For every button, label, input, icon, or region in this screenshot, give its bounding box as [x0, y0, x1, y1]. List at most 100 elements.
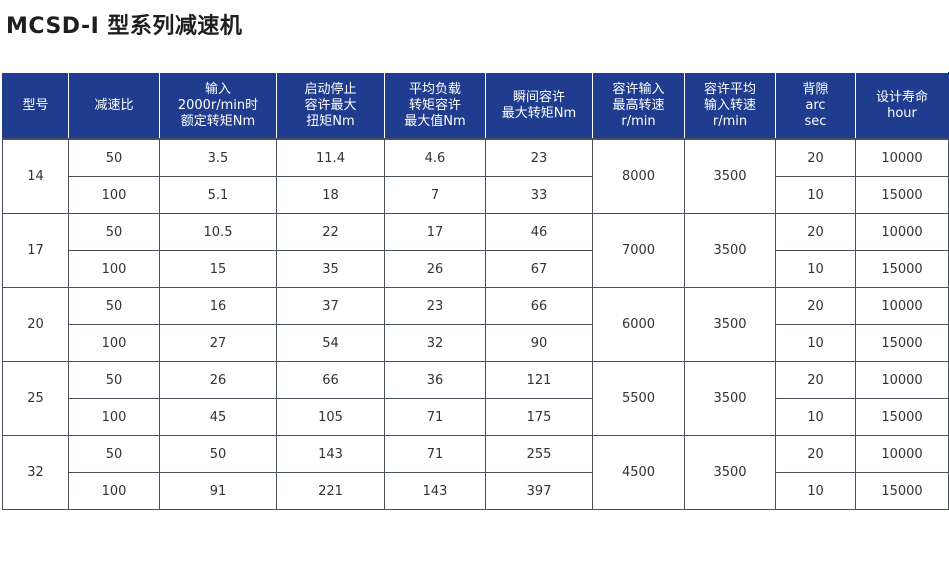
backlash-cell: 20	[775, 435, 856, 473]
avg-load-torque-cell: 32	[384, 324, 486, 362]
design-life-cell: 10000	[855, 138, 949, 177]
ratio-cell: 100	[68, 324, 160, 362]
model-cell: 32	[2, 435, 69, 510]
startstop-torque-cell: 221	[276, 472, 385, 510]
design-life-cell: 15000	[855, 176, 949, 214]
avg-input-speed-cell: 3500	[684, 138, 776, 214]
avg-load-torque-cell: 71	[384, 435, 486, 473]
header-rated-torque: 输入 2000r/min时 额定转矩Nm	[159, 72, 277, 140]
avg-input-speed-cell: 3500	[684, 435, 776, 510]
ratio-cell: 100	[68, 250, 160, 288]
table-body: 14 50 3.5 11.4 4.6 23 8000 3500 20 10000 100 5.1 18 7…	[2, 138, 949, 510]
header-label: 容许输入	[612, 81, 665, 97]
ratio-cell: 50	[68, 361, 160, 399]
max-input-speed-cell: 4500	[592, 435, 685, 510]
instant-torque-cell: 46	[485, 213, 593, 251]
rated-torque-cell: 45	[159, 398, 277, 436]
design-life-cell: 15000	[855, 398, 949, 436]
header-label: hour	[887, 105, 917, 121]
backlash-cell: 10	[775, 176, 856, 214]
instant-torque-cell: 90	[485, 324, 593, 362]
design-life-cell: 15000	[855, 324, 949, 362]
ratio-cell: 50	[68, 213, 160, 251]
backlash-cell: 20	[775, 361, 856, 399]
rated-torque-cell: 3.5	[159, 138, 277, 177]
header-label: 减速比	[94, 97, 134, 113]
startstop-torque-cell: 11.4	[276, 138, 385, 177]
rated-torque-cell: 26	[159, 361, 277, 399]
instant-torque-cell: 175	[485, 398, 593, 436]
backlash-cell: 10	[775, 324, 856, 362]
header-label: 平均负载	[408, 81, 461, 97]
startstop-torque-cell: 37	[276, 287, 385, 325]
table-row: 32 50 50 143 71 255 4500 3500 20 10000	[2, 435, 949, 510]
backlash-cell: 10	[775, 472, 856, 510]
instant-torque-cell: 23	[485, 138, 593, 177]
startstop-torque-cell: 35	[276, 250, 385, 288]
avg-load-torque-cell: 4.6	[384, 138, 486, 177]
ratio-cell: 50	[68, 435, 160, 473]
header-label: 启动停止	[304, 81, 357, 97]
max-input-speed-cell: 8000	[592, 138, 685, 214]
table-row: 100 27 54 32 90 10 15000	[3, 324, 949, 362]
header-label: 2000r/min时	[177, 97, 259, 113]
avg-load-torque-cell: 7	[384, 176, 486, 214]
model-cell: 25	[2, 361, 69, 436]
table-row: 100 45 105 71 175 10 15000	[3, 398, 949, 436]
startstop-torque-cell: 66	[276, 361, 385, 399]
rated-torque-cell: 15	[159, 250, 277, 288]
model-cell: 17	[2, 213, 69, 288]
avg-input-speed-cell: 3500	[684, 361, 776, 436]
header-label: sec	[804, 113, 827, 129]
instant-torque-cell: 397	[485, 472, 593, 510]
design-life-cell: 10000	[855, 361, 949, 399]
avg-load-torque-cell: 23	[384, 287, 486, 325]
header-label: arc	[805, 97, 826, 113]
table-row: 20 50 16 37 23 66 6000 3500 20 10000	[2, 287, 949, 362]
rated-torque-cell: 91	[159, 472, 277, 510]
design-life-cell: 10000	[855, 435, 949, 473]
spec-table: 型号 减速比 输入 2000r/min时 额定转矩Nm 启动停止 容许最大 扭矩Nm 平均负载转…	[2, 72, 949, 510]
header-label: 背隙	[802, 81, 829, 97]
avg-load-torque-cell: 71	[384, 398, 486, 436]
avg-load-torque-cell: 17	[384, 213, 486, 251]
design-life-cell: 10000	[855, 287, 949, 325]
max-input-speed-cell: 6000	[592, 287, 685, 362]
table-row: 100 5.1 18 7 33 10 15000	[3, 176, 949, 214]
header-label: 容许最大	[304, 97, 357, 113]
header-label: 容许平均	[703, 81, 756, 97]
avg-input-speed-cell: 3500	[684, 213, 776, 288]
startstop-torque-cell: 54	[276, 324, 385, 362]
header-label: r/min	[712, 113, 748, 129]
header-avg-load-torque: 平均负载 转矩容许 最大值Nm	[384, 72, 486, 140]
rated-torque-cell: 16	[159, 287, 277, 325]
instant-torque-cell: 255	[485, 435, 593, 473]
instant-torque-cell: 66	[485, 287, 593, 325]
max-input-speed-cell: 5500	[592, 361, 685, 436]
design-life-cell: 15000	[855, 250, 949, 288]
header-model: 型号	[2, 72, 69, 140]
table-row: 100 15 35 26 67 10 15000	[3, 250, 949, 288]
header-avg-input-speed: 容许平均 输入转速 r/min	[684, 72, 776, 140]
header-label: 瞬间容许	[512, 89, 565, 105]
header-label: 最高转速	[612, 97, 665, 113]
header-label: 输入	[204, 81, 231, 97]
startstop-torque-cell: 22	[276, 213, 385, 251]
backlash-cell: 20	[775, 287, 856, 325]
ratio-cell: 100	[68, 472, 160, 510]
backlash-cell: 20	[775, 138, 856, 177]
table-header: 型号 减速比 输入 2000r/min时 额定转矩Nm 启动停止 容许最大 扭矩Nm 平均负载转…	[2, 72, 949, 140]
avg-load-torque-cell: 26	[384, 250, 486, 288]
startstop-torque-cell: 143	[276, 435, 385, 473]
header-label: 设计寿命	[875, 89, 928, 105]
header-row: 型号 减速比 输入 2000r/min时 额定转矩Nm 启动停止 容许最大 扭矩Nm 平均负载转…	[2, 72, 949, 140]
table-row: 100 91 221 143 397 10 15000	[3, 472, 949, 510]
ratio-cell: 100	[68, 398, 160, 436]
header-design-life: 设计寿命 hour	[855, 72, 949, 140]
header-label: 输入转速	[703, 97, 756, 113]
backlash-cell: 20	[775, 213, 856, 251]
header-label: 扭矩Nm	[306, 113, 355, 129]
avg-load-torque-cell: 36	[384, 361, 486, 399]
header-max-input-speed: 容许输入 最高转速 r/min	[592, 72, 685, 140]
backlash-cell: 10	[775, 250, 856, 288]
